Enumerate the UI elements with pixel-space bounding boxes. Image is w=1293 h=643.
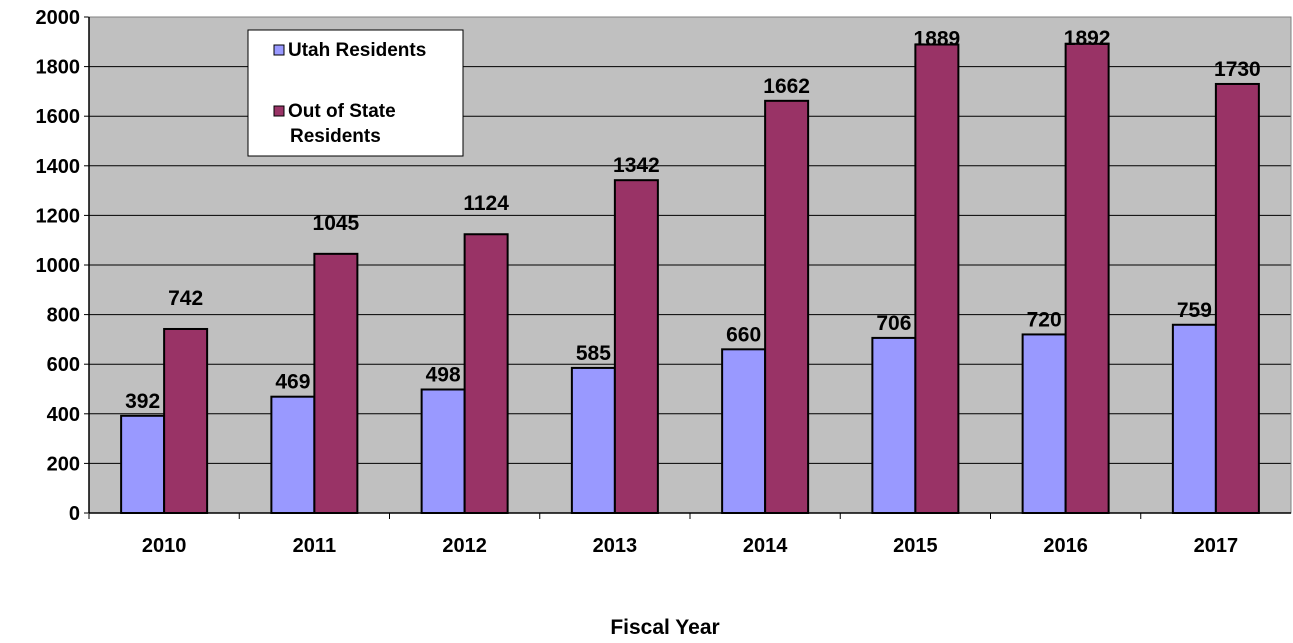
data-label-out-of-state-2012: 1124	[463, 192, 509, 215]
y-tick-label-600: 600	[47, 354, 80, 376]
bar-out-of-state-2011	[313, 252, 359, 514]
bar-out-of-state-2010	[163, 327, 209, 515]
data-label-out-of-state-2013: 1342	[613, 154, 660, 177]
x-tick-label-2013: 2013	[593, 535, 638, 557]
bar-out-of-state-2016	[1064, 42, 1110, 515]
x-tick-label-2015: 2015	[893, 535, 938, 557]
data-label-out-of-state-2010: 742	[168, 287, 203, 310]
bar-out-of-state-2017	[1214, 82, 1260, 515]
y-tick-label-800: 800	[47, 305, 80, 327]
bar-out-of-state-2012	[463, 233, 509, 515]
x-axis-ticks: 2010 2011 2012 2013 2014 2015 2016 2017	[88, 513, 1239, 557]
legend-label-utah: Utah Residents	[288, 40, 426, 61]
bar-utah-2012	[420, 388, 466, 514]
bar-out-of-state-2014	[764, 99, 810, 514]
x-tick-label-2010: 2010	[142, 535, 187, 557]
legend: Utah Residents Out of State Residents	[247, 29, 464, 157]
y-tick-label-1000: 1000	[36, 255, 81, 277]
y-tick-label-0: 0	[69, 503, 80, 525]
data-label-utah-2013: 585	[576, 342, 611, 365]
bar-utah-2010	[120, 414, 166, 514]
x-tick-label-2016: 2016	[1043, 535, 1088, 557]
data-label-out-of-state-2016: 1892	[1064, 27, 1111, 50]
bar-out-of-state-2015	[914, 43, 960, 514]
bar-utah-2013	[570, 366, 616, 515]
bar-utah-2017	[1171, 323, 1217, 514]
bar-out-of-state-2013	[613, 179, 659, 515]
data-label-out-of-state-2015: 1889	[914, 28, 961, 51]
y-tick-label-1400: 1400	[36, 156, 81, 178]
data-label-utah-2012: 498	[426, 363, 461, 386]
data-label-out-of-state-2014: 1662	[763, 75, 810, 98]
x-tick-label-2014: 2014	[743, 535, 788, 557]
bar-utah-2011	[270, 395, 316, 514]
y-axis-ticks: 0 200 400 600 800 1000 1200 1400 1600 1800 2000	[36, 7, 89, 525]
data-label-utah-2011: 469	[275, 371, 310, 394]
data-label-out-of-state-2017: 1730	[1214, 58, 1261, 81]
data-label-utah-2015: 706	[876, 312, 911, 335]
y-tick-label-400: 400	[47, 404, 80, 426]
bar-utah-2015	[871, 336, 917, 514]
data-label-utah-2016: 720	[1027, 308, 1062, 331]
bar-utah-2016	[1021, 333, 1067, 514]
data-label-utah-2017: 759	[1177, 299, 1212, 322]
x-tick-label-2012: 2012	[442, 535, 487, 557]
x-axis-title: Fiscal Year	[610, 616, 719, 639]
data-label-utah-2010: 392	[125, 390, 160, 413]
y-tick-label-1200: 1200	[36, 205, 81, 227]
legend-swatch-out-of-state	[273, 105, 285, 117]
data-label-out-of-state-2011: 1045	[313, 212, 360, 235]
x-tick-label-2011: 2011	[293, 535, 336, 557]
y-tick-label-1600: 1600	[36, 106, 81, 128]
y-tick-label-1800: 1800	[36, 57, 81, 79]
data-label-utah-2014: 660	[726, 323, 761, 346]
x-tick-label-2017: 2017	[1194, 535, 1239, 557]
legend-swatch-utah	[273, 44, 285, 56]
y-tick-label-200: 200	[47, 453, 80, 475]
data-labels: 392 742 469 1045 498 1124 585 1342 660 1662 706 188…	[125, 27, 1261, 413]
y-tick-label-2000: 2000	[36, 7, 81, 29]
legend-label-out-of-state: Out of State Residents	[288, 101, 396, 147]
bar-utah-2014	[721, 348, 767, 514]
